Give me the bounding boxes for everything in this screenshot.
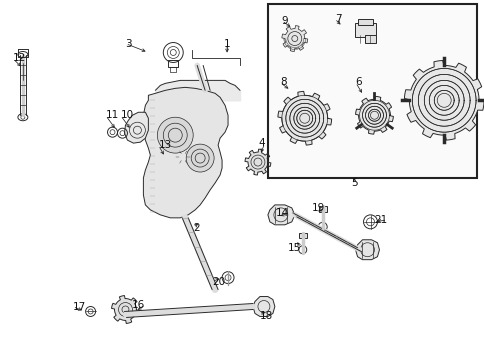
Polygon shape: [244, 149, 270, 175]
Polygon shape: [355, 240, 378, 260]
Text: 18: 18: [259, 311, 272, 321]
Bar: [354, 22, 376, 36]
Polygon shape: [355, 96, 393, 134]
Text: 19: 19: [311, 203, 324, 213]
Bar: [267, 4, 476, 178]
Polygon shape: [281, 26, 307, 51]
Text: 20: 20: [212, 277, 225, 287]
Text: 6: 6: [355, 77, 362, 87]
Bar: [364, 35, 376, 42]
Bar: [168, 60, 178, 67]
Bar: [318, 206, 326, 212]
Text: 2: 2: [193, 223, 199, 233]
Text: 7: 7: [334, 14, 341, 24]
Circle shape: [157, 117, 193, 153]
Text: 11: 11: [106, 110, 119, 120]
Polygon shape: [124, 112, 148, 143]
Text: 5: 5: [350, 178, 357, 188]
Text: 16: 16: [132, 300, 145, 310]
Text: 14: 14: [275, 208, 288, 218]
Polygon shape: [404, 60, 483, 140]
Text: 8: 8: [279, 77, 286, 87]
Text: 15: 15: [287, 243, 300, 253]
Circle shape: [186, 144, 213, 172]
Polygon shape: [111, 296, 139, 323]
Polygon shape: [253, 297, 274, 316]
Text: 1: 1: [223, 39, 230, 49]
Bar: [298, 233, 306, 238]
Text: 9: 9: [281, 16, 288, 26]
Text: 3: 3: [125, 39, 132, 49]
Polygon shape: [277, 91, 331, 145]
Text: 4: 4: [258, 138, 264, 148]
Text: 17: 17: [73, 302, 86, 312]
Text: 13: 13: [158, 140, 171, 150]
Text: 10: 10: [120, 110, 133, 120]
Text: 21: 21: [374, 215, 387, 225]
Polygon shape: [143, 87, 227, 218]
Polygon shape: [267, 205, 294, 225]
Bar: [357, 19, 373, 25]
Text: 12: 12: [13, 54, 26, 64]
